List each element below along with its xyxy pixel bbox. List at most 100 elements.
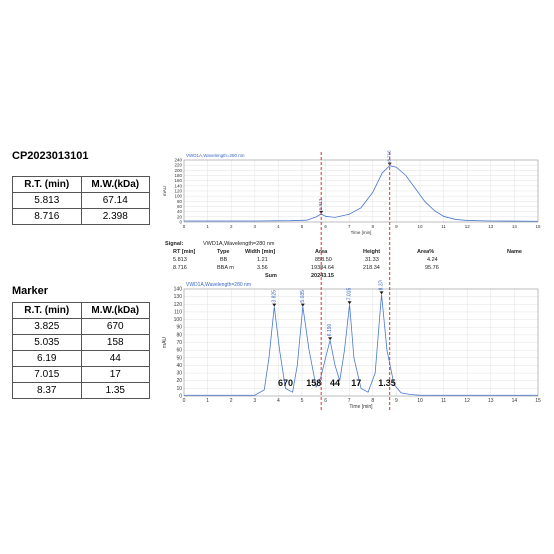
peak-label: 5.813 (318, 198, 323, 210)
x-tick-label: 11 (441, 224, 446, 229)
x-tick-label: 4 (277, 224, 280, 229)
marker-mw-cell: 44 (80, 350, 150, 367)
x-tick-label: 7 (348, 224, 351, 229)
col-area: Area (315, 249, 328, 255)
x-tick-label: 3 (253, 398, 256, 404)
y-tick-label: 40 (177, 209, 183, 214)
x-tick-label: 9 (395, 398, 398, 404)
table-row: 8.37 1.35 (12, 382, 150, 399)
x-tick-label: 15 (535, 224, 541, 229)
marker-mw-cell: 17 (80, 366, 150, 383)
x-tick-label: 11 (441, 398, 446, 404)
col-rt: RT [min] (173, 249, 196, 255)
peak-area: 19384.64 (311, 265, 334, 271)
table-row: 8.716 2.398 (12, 208, 150, 225)
y-tick-label: 140 (174, 287, 183, 293)
y-tick-label: 70 (176, 340, 182, 346)
y-tick-label: 240 (174, 158, 182, 163)
chart-title: VWD1A,Wavelength=280 nm (186, 153, 245, 158)
peak-type: BB (220, 257, 228, 263)
x-tick-label: 6 (324, 398, 327, 404)
table-row: 3.825 670 (12, 318, 150, 335)
y-tick-label: 120 (174, 189, 182, 194)
table-row: 7.015 17 (12, 366, 150, 383)
y-tick-label: 140 (174, 183, 182, 188)
peak-report: Signal: VWD1A,Wavelength=280 nm RT [min]… (165, 241, 535, 281)
col-width: Width [min] (245, 249, 276, 255)
y-tick-label: 100 (174, 194, 182, 199)
x-tick-label: 1 (206, 398, 209, 404)
x-axis-label: Time [min] (349, 404, 373, 410)
sample-mw-cell: 67.14 (80, 192, 150, 209)
sample-header-mw: M.W.(kDa) (80, 176, 150, 193)
x-tick-label: 10 (417, 224, 423, 229)
y-tick-label: 90 (176, 325, 182, 331)
y-tick-label: 30 (176, 371, 182, 377)
sample-chromatogram: VWD1A,Wavelength=280 nm0 1 2 3 4 5 6 7 8 9 10 11 12 1… (162, 150, 541, 235)
mw-annotation: 1.35 (378, 378, 396, 388)
y-tick-label: 110 (174, 309, 182, 315)
y-tick-label: 220 (174, 163, 182, 168)
peak-label: 5.035 (300, 290, 306, 303)
y-tick-label: 60 (176, 348, 182, 354)
peak-label: 8.370 (379, 280, 385, 290)
peak-marker (328, 337, 333, 341)
peak-marker (319, 210, 324, 214)
table-row: 5.813 BB 1.21 858.50 31.33 4.24 (165, 257, 535, 265)
y-tick-label: 80 (177, 199, 183, 204)
y-tick-label: 160 (174, 178, 182, 183)
col-name: Name (507, 249, 522, 255)
y-tick-label: 0 (179, 394, 182, 400)
peak-area: 858.50 (315, 257, 332, 263)
y-tick-label: 40 (176, 363, 182, 369)
y-tick-label: 50 (176, 355, 182, 361)
marker-header-rt: R.T. (min) (12, 302, 82, 319)
chart-title: VWD1A,Wavelength=280 nm (186, 282, 251, 288)
x-tick-label: 1 (206, 224, 209, 229)
col-height: Height (363, 249, 381, 255)
peak-marker (379, 291, 384, 295)
y-tick-label: 20 (176, 378, 182, 384)
x-tick-label: 5 (301, 224, 304, 229)
peak-marker (347, 301, 352, 305)
peak-width: 1.21 (257, 257, 268, 263)
peak-label: 3.825 (271, 290, 277, 303)
sample-table: R.T. (min) M.W.(kDa) 5.813 67.14 8.716 2… (12, 176, 150, 225)
marker-mw-cell: 670 (80, 318, 150, 335)
sample-rt-cell: 5.813 (12, 192, 82, 209)
x-tick-label: 8 (371, 398, 374, 404)
y-tick-label: 130 (174, 294, 183, 300)
x-tick-label: 10 (417, 398, 423, 404)
y-tick-label: 120 (174, 302, 183, 308)
y-tick-label: 200 (174, 168, 182, 173)
peak-label: 7.015 (347, 288, 353, 301)
plot-frame (183, 288, 539, 397)
x-tick-label: 13 (488, 224, 494, 229)
table-row: 5.035 158 (12, 334, 150, 351)
x-tick-label: 0 (183, 398, 186, 404)
y-tick-label: 0 (179, 220, 182, 225)
plot-frame (183, 159, 539, 223)
peak-area-pct: 4.24 (427, 257, 438, 263)
y-tick-label: 100 (174, 317, 183, 323)
x-tick-label: 8 (372, 224, 375, 229)
x-tick-label: 6 (324, 224, 327, 229)
sum-value: 20243.15 (311, 273, 334, 279)
y-tick-label: 80 (176, 332, 182, 338)
mw-annotation: 158 (306, 378, 321, 388)
y-tick-label: 180 (174, 173, 182, 178)
sample-id: CP2023013101 (12, 150, 89, 162)
col-type: Type (217, 249, 230, 255)
peak-label: 6.190 (327, 323, 333, 336)
x-tick-label: 13 (488, 398, 494, 404)
signal-label: Signal: (165, 241, 184, 247)
sample-rt-cell: 8.716 (12, 208, 82, 225)
table-row: 6.19 44 (12, 350, 150, 367)
x-tick-label: 7 (348, 398, 351, 404)
mw-annotation: 44 (330, 378, 340, 388)
marker-rt-cell: 7.015 (12, 366, 82, 383)
sample-mw-cell: 2.398 (80, 208, 150, 225)
x-axis-label: Time [min] (351, 230, 372, 235)
peak-marker (300, 303, 305, 307)
col-area-pct: Area% (417, 249, 435, 255)
